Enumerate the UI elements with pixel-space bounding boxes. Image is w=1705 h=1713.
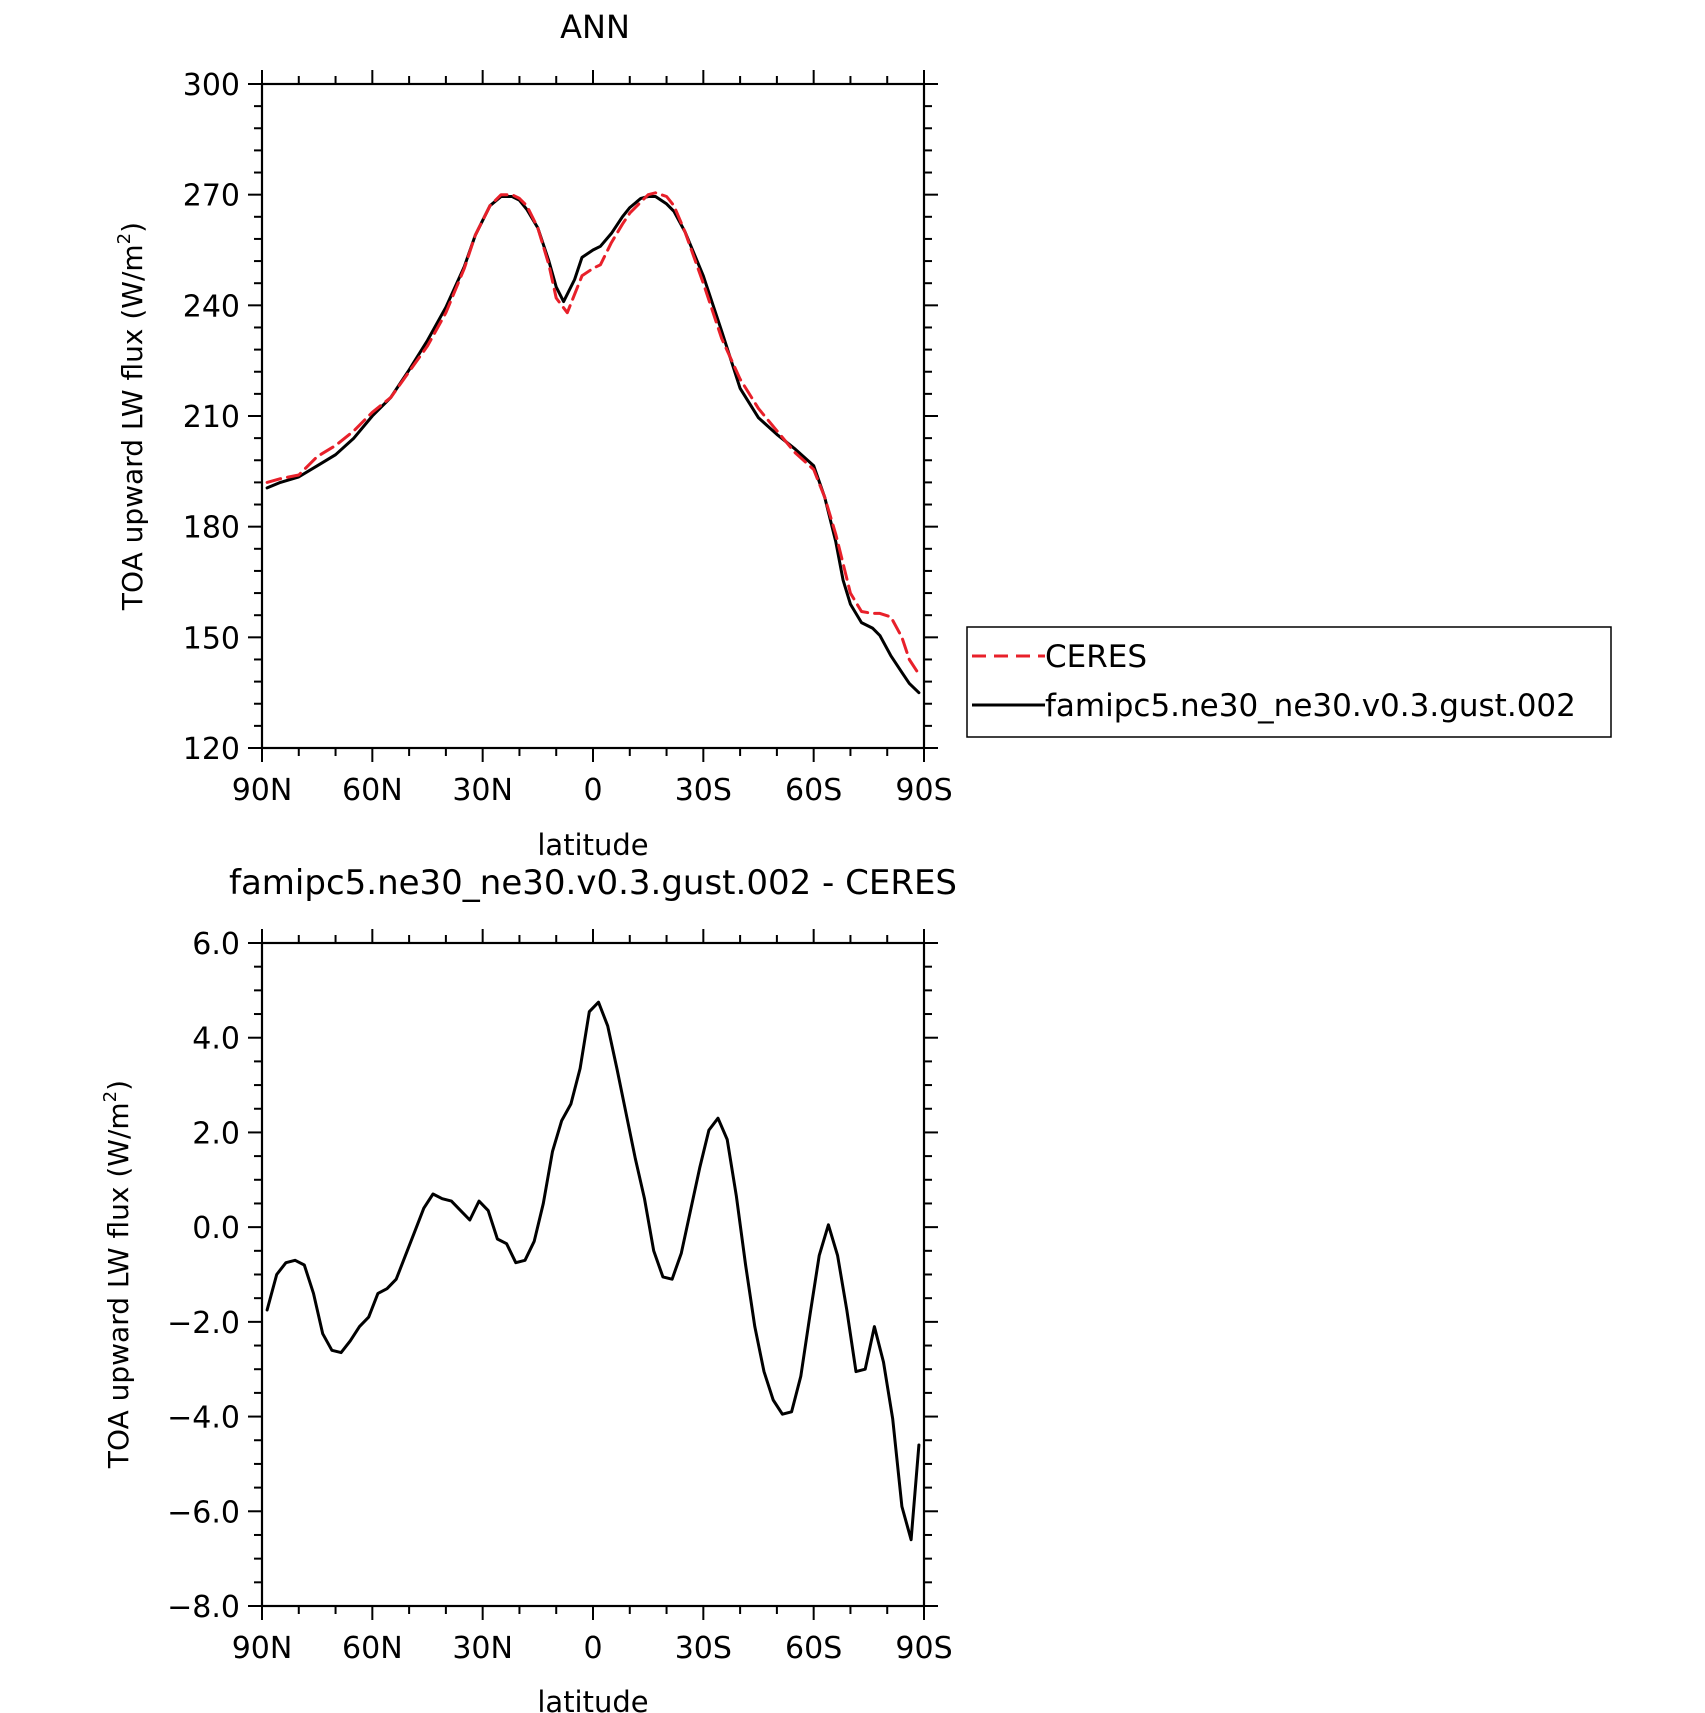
legend-label-model: famipc5.ne30_ne30.v0.3.gust.002	[1045, 688, 1576, 724]
x-tick-label: 60N	[342, 773, 403, 808]
series-line-ceres	[265, 191, 921, 676]
series-layer	[265, 1000, 921, 1542]
x-tick-label: 30S	[675, 1631, 732, 1666]
y-tick-labels: 120 150 180 210 240 270 300	[183, 68, 240, 767]
y-tick-label: 300	[183, 68, 240, 103]
tick-marks	[248, 70, 938, 762]
x-tick-label: 60S	[785, 1631, 842, 1666]
y-tick-label: 0.0	[192, 1211, 240, 1246]
y-tick-label: 150	[183, 621, 240, 656]
y-tick-label: −8.0	[167, 1590, 240, 1625]
plot-frame	[260, 82, 926, 750]
chart-title: ANN	[560, 8, 630, 46]
y-tick-label: −4.0	[167, 1401, 240, 1436]
y-tick-label: 120	[183, 732, 240, 767]
y-tick-label: 2.0	[192, 1116, 240, 1151]
x-axis-label: latitude	[537, 828, 648, 862]
legend-label-ceres: CERES	[1045, 639, 1147, 675]
x-tick-label: 90N	[232, 1631, 293, 1666]
x-tick-label: 30N	[452, 773, 513, 808]
top-panel: ANN 120 150 180 210 240 270 300 90N 60N 30N 0 30S 6…	[114, 8, 1612, 862]
chart-title: famipc5.ne30_ne30.v0.3.gust.002 - CERES	[229, 863, 957, 903]
y-tick-label: 4.0	[192, 1022, 240, 1057]
y-tick-label: 210	[183, 400, 240, 435]
y-tick-label: 6.0	[192, 927, 240, 962]
series-line-model	[265, 1000, 921, 1542]
series-line-model	[265, 195, 921, 695]
y-tick-label: −2.0	[167, 1306, 240, 1341]
y-tick-label: 240	[183, 289, 240, 324]
x-tick-labels: 90N 60N 30N 0 30S 60S 90S	[232, 773, 953, 808]
y-tick-labels: −8.0 −6.0 −4.0 −2.0 0.0 2.0 4.0 6.0	[167, 927, 240, 1625]
y-tick-label: 180	[183, 511, 240, 546]
x-tick-label: 30S	[675, 773, 732, 808]
x-tick-label: 90N	[232, 773, 293, 808]
legend-box	[966, 626, 1612, 738]
y-axis-label: TOA upward LW flux (W/m2)	[114, 222, 149, 611]
y-tick-label: −6.0	[167, 1495, 240, 1530]
legend: CERES famipc5.ne30_ne30.v0.3.gust.002	[966, 626, 1612, 738]
x-axis-label: latitude	[537, 1685, 648, 1713]
x-tick-label: 90S	[895, 1631, 952, 1666]
x-tick-label: 30N	[452, 1631, 513, 1666]
bottom-panel: famipc5.ne30_ne30.v0.3.gust.002 - CERES …	[100, 863, 957, 1713]
x-tick-label: 90S	[895, 773, 952, 808]
series-layer	[265, 191, 921, 695]
x-tick-labels: 90N 60N 30N 0 30S 60S 90S	[232, 1631, 953, 1666]
x-tick-label: 0	[583, 1631, 602, 1666]
plot-frame	[260, 941, 926, 1608]
y-axis-label: TOA upward LW flux (W/m2)	[100, 1080, 135, 1469]
x-tick-label: 0	[583, 773, 602, 808]
x-tick-label: 60N	[342, 1631, 403, 1666]
y-tick-label: 270	[183, 179, 240, 214]
x-tick-label: 60S	[785, 773, 842, 808]
tick-marks	[248, 929, 938, 1620]
